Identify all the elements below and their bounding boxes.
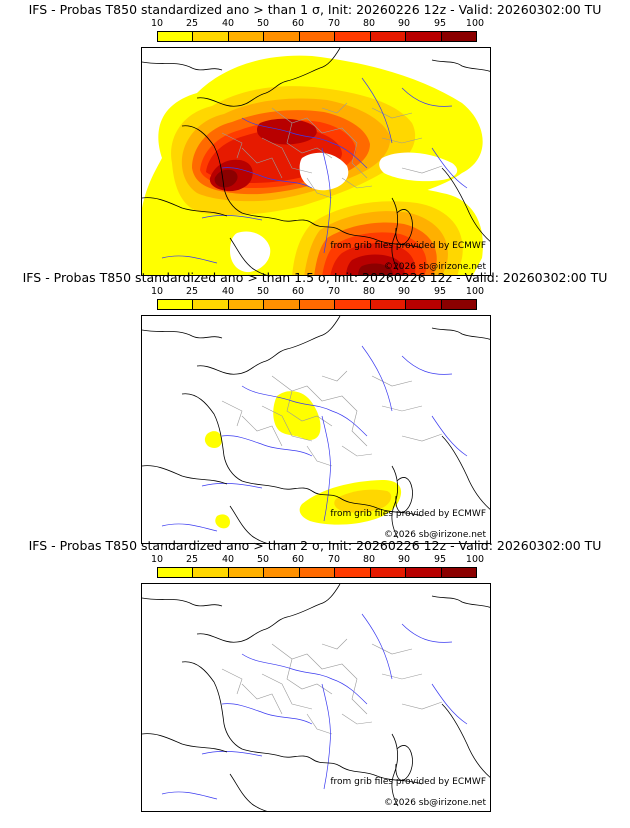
legend-swatch — [370, 568, 407, 577]
panel-sigma-1: IFS - Probas T850 standardized ano > tha… — [0, 0, 630, 276]
probability-shading — [204, 391, 402, 529]
legend-swatch — [406, 300, 442, 309]
legend-tick: 70 — [327, 286, 341, 297]
legend-tick: 10 — [150, 286, 164, 297]
copyright-credit: ©2026 sb@irizone.net — [384, 262, 486, 272]
data-source-credit: from grib files provided by ECMWF — [330, 777, 486, 787]
color-legend-bar — [157, 299, 477, 310]
legend-swatch — [370, 300, 407, 309]
legend-tick: 25 — [185, 18, 199, 29]
legend-tick: 40 — [221, 286, 235, 297]
coastlines — [142, 48, 490, 275]
legend-tick: 95 — [433, 286, 447, 297]
panel-sigma-1-5: IFS - Probas T850 standardized ano > tha… — [0, 268, 630, 544]
map-svg — [142, 316, 490, 543]
legend-tick: 25 — [185, 554, 199, 565]
legend-tick: 80 — [362, 554, 376, 565]
legend-tick: 95 — [433, 554, 447, 565]
legend-swatch — [406, 568, 442, 577]
map-svg — [142, 48, 490, 275]
probability-map: from grib files provided by ECMWF ©2026 … — [141, 315, 491, 544]
legend-swatch — [228, 300, 265, 309]
legend-tick: 90 — [397, 554, 411, 565]
legend-tick: 50 — [256, 554, 270, 565]
legend-swatch — [264, 300, 300, 309]
legend-tick: 60 — [291, 554, 305, 565]
legend-tick: 70 — [327, 554, 341, 565]
rivers — [161, 77, 468, 264]
legend-swatch — [335, 568, 371, 577]
panel-title: IFS - Probas T850 standardized ano > tha… — [28, 538, 602, 553]
probability-map: from grib files provided by ECMWF ©2026 … — [141, 47, 491, 276]
legend-tick: 40 — [221, 18, 235, 29]
legend-swatch — [193, 300, 229, 309]
legend-tick: 60 — [291, 286, 305, 297]
legend-tick: 10 — [150, 18, 164, 29]
admin-borders — [221, 102, 443, 199]
legend-swatch — [228, 32, 265, 41]
legend-swatch — [441, 300, 476, 309]
legend-swatch — [335, 32, 371, 41]
legend-tick: 50 — [256, 18, 270, 29]
legend-labels: 10 25 40 50 60 70 80 90 95 100 — [151, 286, 484, 298]
panel-sigma-2: IFS - Probas T850 standardized ano > tha… — [0, 536, 630, 812]
legend-tick: 80 — [362, 286, 376, 297]
rivers — [161, 613, 468, 800]
legend-tick: 50 — [256, 286, 270, 297]
legend-swatch — [299, 568, 336, 577]
rivers — [161, 345, 468, 532]
copyright-credit: ©2026 sb@irizone.net — [384, 530, 486, 540]
copyright-credit: ©2026 sb@irizone.net — [384, 798, 486, 808]
legend-tick: 95 — [433, 18, 447, 29]
legend-swatch — [299, 300, 336, 309]
legend-tick: 80 — [362, 18, 376, 29]
legend-tick: 100 — [465, 286, 485, 297]
probability-map: from grib files provided by ECMWF ©2026 … — [141, 583, 491, 812]
coastlines — [142, 316, 490, 543]
legend-tick: 10 — [150, 554, 164, 565]
legend-labels: 10 25 40 50 60 70 80 90 95 100 — [151, 554, 484, 566]
panel-title: IFS - Probas T850 standardized ano > tha… — [28, 2, 602, 17]
legend-tick: 100 — [465, 554, 485, 565]
color-legend-bar — [157, 31, 477, 42]
legend-labels: 10 25 40 50 60 70 80 90 95 100 — [151, 18, 484, 30]
legend-tick: 40 — [221, 554, 235, 565]
legend-tick: 70 — [327, 18, 341, 29]
map-svg — [142, 584, 490, 811]
legend-swatch — [441, 32, 476, 41]
legend-tick: 60 — [291, 18, 305, 29]
legend-swatch — [158, 300, 194, 309]
admin-borders — [221, 370, 443, 467]
legend-tick: 90 — [397, 286, 411, 297]
legend-tick: 90 — [397, 18, 411, 29]
panel-title: IFS - Probas T850 standardized ano > tha… — [22, 270, 608, 285]
legend-swatch — [370, 32, 407, 41]
legend-swatch — [441, 568, 476, 577]
legend-swatch — [193, 568, 229, 577]
legend-swatch — [299, 32, 336, 41]
legend-tick: 100 — [465, 18, 485, 29]
legend-tick: 25 — [185, 286, 199, 297]
legend-swatch — [264, 568, 300, 577]
legend-swatch — [406, 32, 442, 41]
admin-borders — [221, 638, 443, 735]
coastlines — [142, 584, 490, 811]
legend-swatch — [335, 300, 371, 309]
color-legend-bar — [157, 567, 477, 578]
legend-swatch — [158, 568, 194, 577]
legend-swatch — [228, 568, 265, 577]
legend-swatch — [264, 32, 300, 41]
data-source-credit: from grib files provided by ECMWF — [330, 241, 486, 251]
data-source-credit: from grib files provided by ECMWF — [330, 509, 486, 519]
legend-swatch — [158, 32, 194, 41]
legend-swatch — [193, 32, 229, 41]
